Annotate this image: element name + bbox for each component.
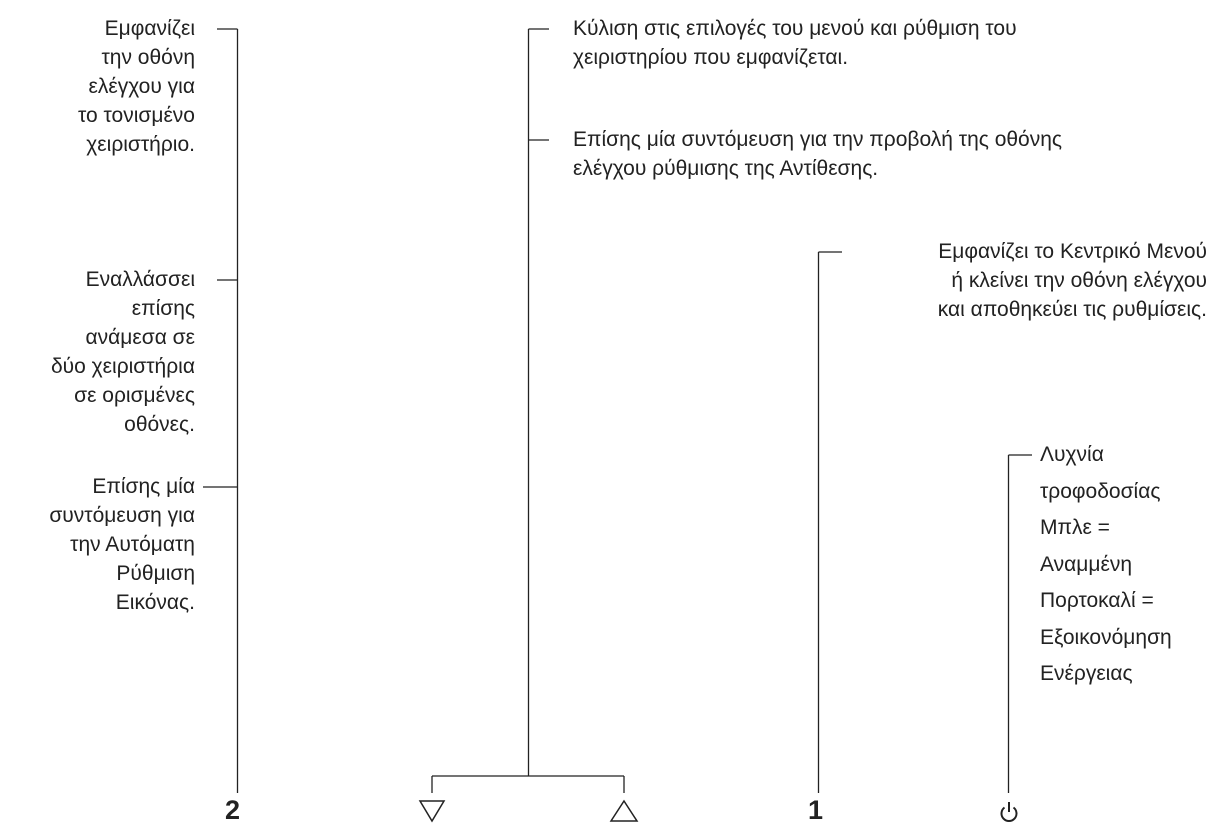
power-light-text: Λυχνία τροφοδοσίας Μπλε = Αναμμένη Πορτο… [1040, 443, 1172, 685]
button-2[interactable]: 2 [225, 795, 241, 825]
power-icon[interactable] [996, 798, 1022, 826]
button-1[interactable]: 1 [808, 795, 824, 825]
button1-menu-text: Εμφανίζει το Κεντρικό Μενού ή κλείνει τη… [937, 240, 1207, 321]
up-triangle-icon[interactable] [609, 798, 639, 824]
button2-show-control-text: Εμφανίζει την οθόνη ελέγχου για το τονισ… [78, 17, 195, 156]
button2-toggle-text: Εναλλάσσει επίσης ανάμεσα σε δύο χειριστ… [50, 268, 195, 436]
arrows-scroll-text: Κύλιση στις επιλογές του μενού και ρύθμι… [573, 17, 1017, 69]
button2-shortcut-text: Επίσης μία συντόμευση για την Αυτόματη Ρ… [49, 475, 195, 614]
down-triangle-icon[interactable] [418, 798, 446, 824]
arrows-shortcut-text: Επίσης μία συντόμευση για την προβολή τη… [573, 128, 1063, 180]
